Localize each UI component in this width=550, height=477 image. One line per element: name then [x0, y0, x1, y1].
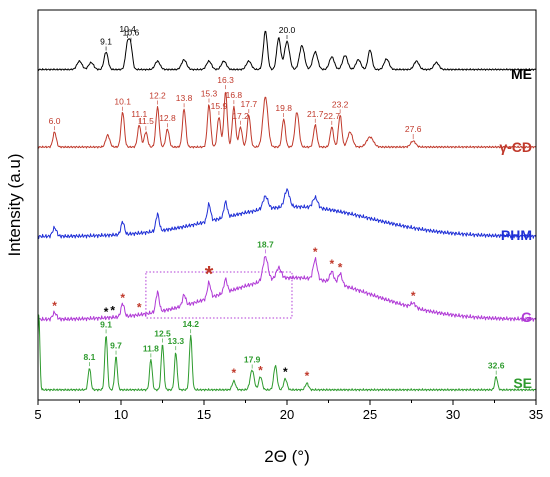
series-label-gamma-cd: γ-CD — [499, 139, 532, 155]
peak-label-gamma-cd: 23.2 — [332, 99, 349, 109]
peak-label-me: 10.6 — [123, 28, 140, 38]
x-tick-label: 5 — [34, 407, 41, 422]
peak-label-me: 20.0 — [279, 25, 296, 35]
peak-marker-asterisk: * — [305, 369, 310, 383]
peak-label-gamma-cd: 15.9 — [211, 101, 228, 111]
x-tick-label: 15 — [197, 407, 211, 422]
series-traces — [37, 30, 537, 392]
peak-marker-asterisk: * — [120, 291, 125, 305]
peak-label-gamma-cd: 12.8 — [159, 113, 176, 123]
peak-marker-asterisk: * — [232, 366, 237, 380]
peak-label-gamma-cd: 11.5 — [138, 116, 154, 126]
peak-label-se: 32.6 — [488, 361, 505, 371]
peak-marker-asterisk: * — [52, 299, 57, 313]
x-axis-title: 2Θ (°) — [264, 447, 310, 466]
highlight-box — [145, 271, 293, 319]
peak-label-gamma-cd: 6.0 — [49, 116, 61, 126]
peak-label-se: 17.9 — [244, 354, 261, 364]
peak-label-gamma-cd: 11.1 — [131, 109, 147, 119]
peak-label-gamma-cd: 10.1 — [114, 97, 131, 107]
x-tick-label: 35 — [529, 407, 543, 422]
x-tick-label: 20 — [280, 407, 294, 422]
series-label-g: G — [521, 309, 532, 325]
x-axis-ticks: 5 10 15 20 25 30 35 — [34, 400, 543, 422]
peak-label-se: 11.8 — [143, 343, 159, 353]
peak-marker-asterisk: * — [104, 305, 109, 319]
peak-label-gamma-cd: 16.3 — [217, 75, 234, 85]
peak-annotations: ME 9.1 10.410.6 20.0 γ-CD 6.0 10.111.111.5 12.2… — [49, 24, 532, 391]
trace-phm — [37, 188, 537, 239]
peak-marker-asterisk: * — [137, 300, 142, 314]
peak-marker-asterisk: * — [313, 245, 318, 259]
series-label-se: SE — [513, 375, 532, 391]
peak-marker-asterisk: * — [283, 365, 288, 379]
peak-label-se: 14.2 — [182, 319, 199, 329]
peak-label-gamma-cd: 19.8 — [275, 103, 292, 113]
peak-label-se: 8.1 — [84, 352, 96, 362]
peak-marker-asterisk: * — [258, 364, 263, 378]
trace-se — [37, 314, 537, 392]
x-tick-label: 10 — [114, 407, 128, 422]
peak-marker-asterisk: * — [329, 257, 334, 271]
peak-label-gamma-cd: 17.7 — [241, 99, 258, 109]
peak-label-gamma-cd: 12.2 — [149, 90, 166, 100]
peak-label-se: 9.1 — [100, 319, 112, 329]
y-axis-title: Intensity (a.u) — [5, 154, 24, 257]
peak-marker-asterisk: * — [411, 289, 416, 303]
peak-label-se: 13.3 — [168, 336, 185, 346]
peak-label-gamma-cd: 22.7 — [324, 111, 341, 121]
peak-label-se: 9.7 — [110, 341, 122, 351]
peak-label-gamma-cd: 15.3 — [201, 89, 218, 99]
peak-label-se: 12.5 — [154, 329, 171, 339]
peak-marker-asterisk: * — [110, 303, 115, 317]
peak-marker-asterisk: * — [205, 262, 214, 287]
peak-label-gamma-cd: 17.2 — [232, 111, 249, 121]
x-tick-label: 30 — [446, 407, 460, 422]
series-label-phm: PHM — [501, 227, 532, 243]
peak-label-gamma-cd: 27.6 — [405, 124, 422, 134]
peak-marker-asterisk: * — [338, 261, 343, 275]
x-tick-label: 25 — [363, 407, 377, 422]
peak-label-me: 10.4 — [119, 24, 136, 34]
trace-me — [37, 30, 537, 71]
series-label-me: ME — [511, 66, 532, 82]
peak-label-gamma-cd: 13.8 — [176, 93, 193, 103]
trace-g — [37, 256, 537, 323]
peak-label-me: 9.1 — [100, 36, 112, 46]
peak-label-gamma-cd: 16.8 — [226, 90, 243, 100]
trace-gamma-cd — [37, 91, 537, 149]
peak-label-g: 18.7 — [257, 239, 274, 249]
peak-label-gamma-cd: 21.7 — [307, 109, 324, 119]
